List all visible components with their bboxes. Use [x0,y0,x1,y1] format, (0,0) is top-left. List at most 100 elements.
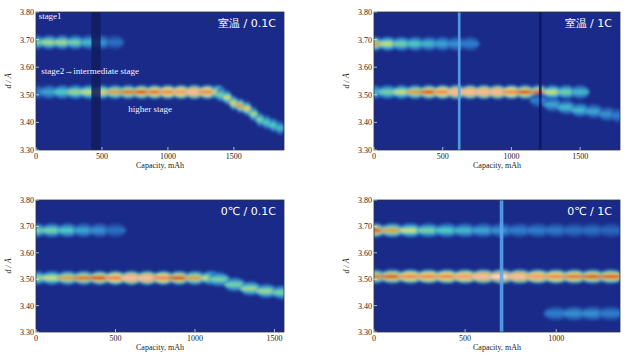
frame [374,200,620,332]
y-tick-label: 3.50 [20,275,34,284]
ridge-cell [461,42,480,46]
y-tick [374,12,377,13]
x-tick-label: 0 [372,152,376,161]
x-tick-label: 500 [459,334,471,343]
panel-title: 0℃ / 1C [567,205,612,218]
y-tick-label: 3.50 [20,91,34,100]
background [36,12,284,150]
plot-area [374,12,620,150]
y-tick-label: 3.30 [20,328,34,337]
y-tick [374,305,377,306]
ridge-cell [272,285,284,299]
x-tick-label: 1500 [266,334,282,343]
y-tick [36,200,39,201]
ridge-cell [599,272,620,280]
x-tick-label: 1500 [226,152,242,161]
y-tick [36,94,39,95]
x-tick-label: 0 [372,334,376,343]
ridge-cell [461,40,480,48]
y-tick-label: 3.40 [358,302,372,311]
x-tick [101,147,102,150]
y-tick-label: 3.60 [358,249,372,258]
x-tick [36,147,37,150]
y-tick [374,39,377,40]
annotation: stage1 [39,11,62,21]
x-tick [511,147,512,150]
y-tick [374,67,377,68]
y-tick-label: 3.70 [20,222,34,231]
x-axis-title: Capacity, mAh [136,343,184,352]
annotation: stage2→intermediate stage [41,66,139,76]
background [374,12,620,150]
x-tick-label: 1500 [572,152,588,161]
y-tick [36,252,39,253]
y-tick-label: 3.40 [20,302,34,311]
y-tick [374,94,377,95]
y-tick-label: 3.70 [358,222,372,231]
x-tick [167,147,168,150]
ridge-cell [276,126,284,130]
y-tick [36,122,39,123]
x-tick-label: 1000 [503,152,519,161]
y-tick-label: 3.50 [358,91,372,100]
plot-area [374,200,620,332]
stripe [91,12,100,150]
y-tick-label: 3.70 [358,36,372,45]
frame [36,12,284,150]
ridges [36,35,284,135]
y-tick-label: 3.60 [358,63,372,72]
y-tick [36,279,39,280]
ridge-cell [611,114,620,118]
y-tick [374,226,377,227]
ridge-cell [611,109,620,123]
ridge-cell [571,90,590,94]
ridge-cell [106,38,124,46]
ridge-cell [599,223,620,237]
x-tick [442,147,443,150]
stripe [458,12,461,150]
ridge-cell [599,226,620,234]
x-tick [580,147,581,150]
y-tick [374,252,377,253]
ridge-cell [599,270,620,284]
stripe [539,12,542,150]
y-axis-title: d / Å [4,73,13,88]
ridge-cell [611,111,620,119]
panel: 0500100015003.303.403.503.603.703.80Capa… [4,196,293,352]
x-tick-label: 500 [109,334,121,343]
ridge-cell [106,41,124,45]
y-axis-title: d / Å [4,258,13,273]
ridge-cell [571,88,590,96]
ridge-cell [599,275,620,279]
y-tick [374,150,377,151]
background [374,200,620,332]
panel-title: 室温 / 0.1C [218,17,276,30]
y-tick-label: 3.30 [358,328,372,337]
x-tick [194,329,195,332]
ridge-cell [105,226,126,234]
ridges [36,223,284,299]
panel-title: 0℃ / 0.1C [221,205,277,218]
x-axis-title: Capacity, mAh [473,343,521,352]
ridge-cell [599,229,620,233]
y-tick-label: 3.80 [358,8,372,17]
background [36,200,284,332]
plot-area [36,12,284,150]
plot-area [36,200,284,332]
ridge-cell [272,288,284,296]
x-axis-title: Capacity, mAh [473,161,521,170]
annotation: higher stage [128,104,172,114]
x-tick-label: 1000 [187,334,203,343]
x-tick [36,329,37,332]
y-tick [36,226,39,227]
ridges [374,37,620,123]
stripe [500,200,504,332]
panel: 0500100015003.303.403.503.603.703.80Capa… [342,8,626,170]
ridge-cell [276,121,284,135]
y-tick [374,122,377,123]
y-axis-title: d / Å [342,73,351,88]
y-tick [36,150,39,151]
ridge-cell [461,37,480,51]
x-tick-label: 500 [437,152,449,161]
x-tick-label: 500 [96,152,108,161]
